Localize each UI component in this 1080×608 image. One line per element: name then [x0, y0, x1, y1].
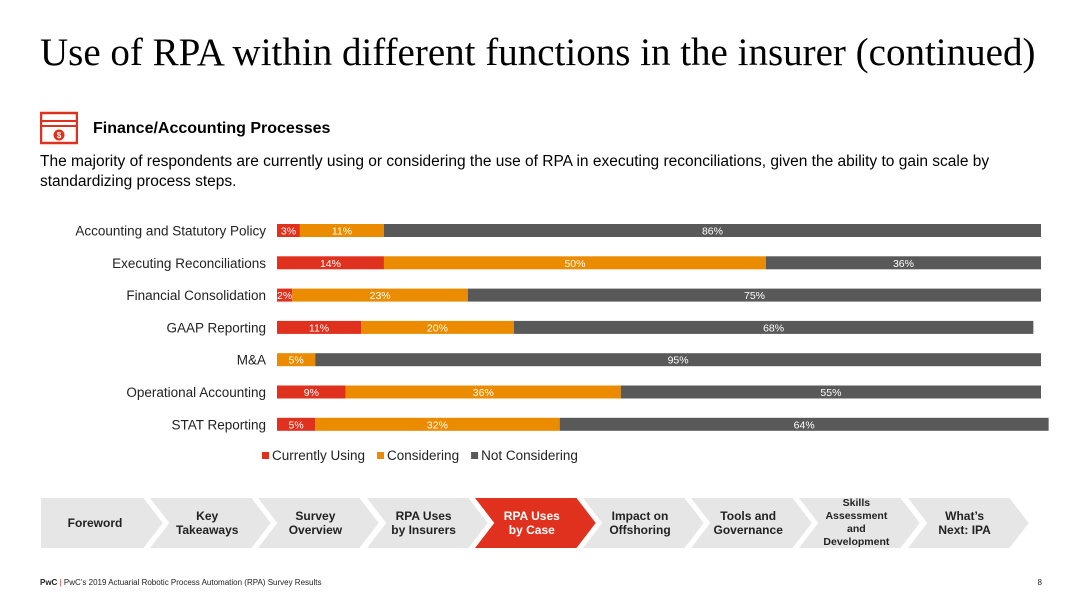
bar-segment — [765, 256, 1041, 270]
section-title: Finance/Accounting Processes — [93, 120, 331, 137]
legend-swatch — [377, 452, 385, 459]
legend-swatch — [471, 452, 479, 459]
legend-label: Considering — [387, 448, 459, 463]
category-label: Operational Accounting — [126, 385, 266, 400]
bar-segment — [277, 353, 316, 367]
page-title: Use of RPA within different functions in… — [40, 31, 1036, 74]
data-label: 64% — [794, 419, 815, 431]
data-label: 23% — [370, 290, 391, 302]
nav-step-impact-on-offshoring[interactable]: Impact on Offshoring — [581, 497, 705, 549]
nav-step-label: Survey Overview — [288, 509, 343, 537]
bar-segment — [277, 385, 346, 399]
nav-step-rpa-uses-by-case[interactable]: RPA Uses by Case — [472, 497, 597, 549]
category-label: M&A — [237, 353, 266, 368]
nav-step-foreword[interactable]: Foreword — [40, 497, 164, 549]
bar-segment — [292, 288, 468, 302]
money-bill-icon: $ — [40, 111, 78, 145]
data-label: 3% — [281, 226, 296, 238]
legend-swatch — [262, 452, 269, 459]
page-number: 8 — [1037, 578, 1042, 587]
data-label: 36% — [473, 387, 494, 399]
nav-step-skills-assessment-and-development[interactable]: Skills Assessment and Development — [797, 497, 922, 549]
data-label: 32% — [427, 419, 448, 431]
data-label: 50% — [564, 258, 585, 270]
data-label: 55% — [820, 387, 841, 399]
data-label: 75% — [744, 290, 765, 302]
bar-segment — [468, 288, 1041, 302]
data-label: 95% — [668, 355, 689, 367]
data-label: 11% — [309, 322, 329, 334]
data-label: 20% — [427, 322, 448, 334]
nav-step-tools-and-governance[interactable]: Tools and Governance — [689, 497, 814, 549]
bar-segment — [383, 224, 1042, 237]
data-label: 5% — [289, 355, 304, 367]
data-label: 68% — [763, 322, 784, 334]
nav-step-label: Impact on Offshoring — [609, 509, 671, 537]
nav-step-key-takeaways[interactable]: Key Takeaways — [148, 497, 273, 549]
bar-segment — [277, 417, 316, 431]
category-label: Financial Consolidation — [126, 288, 266, 303]
category-label: Executing Reconciliations — [112, 256, 266, 271]
footer-separator: | — [59, 578, 62, 587]
bar-segment — [277, 256, 384, 270]
bar-segment — [277, 288, 293, 302]
stacked-bar-chart: Accounting and Statutory Policy 3% 11% 86% E… — [75, 224, 1049, 463]
bar-segment — [513, 320, 1034, 334]
footer-text: PwC’s 2019 Actuarial Robotic Process Aut… — [63, 578, 322, 587]
data-label: 2% — [277, 290, 292, 302]
data-label: 5% — [289, 419, 304, 431]
nav-step-label: Skills Assessment and Development — [823, 497, 890, 548]
bar-segment — [315, 353, 1041, 367]
nav-step-survey-overview[interactable]: Survey Overview — [256, 497, 381, 549]
bar-segment — [383, 256, 766, 270]
bar-segment — [345, 385, 621, 399]
data-label: 11% — [332, 226, 352, 238]
category-label: GAAP Reporting — [166, 320, 266, 335]
category-label: STAT Reporting — [171, 417, 266, 432]
nav-step-label: Tools and Governance — [713, 509, 783, 537]
summary-text: The majority of respondents are currentl… — [40, 153, 990, 190]
nav-step-label: Key Takeaways — [175, 509, 239, 537]
nav-step-label: What’s Next: IPA — [938, 509, 991, 537]
data-label: 86% — [702, 226, 723, 238]
nav-step-label: Foreword — [67, 516, 123, 530]
legend-label: Currently Using — [272, 448, 365, 463]
nav-step-label: RPA Uses by Case — [503, 509, 560, 537]
data-label: 14% — [320, 258, 341, 270]
bar-segment — [361, 320, 514, 334]
footer: PwC | PwC’s 2019 Actuarial Robotic Proce… — [40, 578, 321, 587]
nav-step-rpa-uses-by-insurers[interactable]: RPA Uses by Insurers — [364, 497, 489, 549]
bar-segment — [299, 224, 384, 237]
bar-segment — [559, 417, 1049, 431]
bar-segment — [620, 385, 1041, 399]
nav-step-label: RPA Uses by Insurers — [391, 509, 456, 537]
legend-label: Not Considering — [481, 448, 578, 463]
nav-step-what-s-next-ipa[interactable]: What’s Next: IPA — [905, 497, 1030, 549]
section-navigation: Foreword Key Takeaways Survey Overview RPA … — [40, 497, 1040, 549]
category-label: Accounting and Statutory Policy — [75, 224, 266, 239]
data-label: 9% — [304, 387, 319, 399]
bar-segment — [277, 320, 362, 334]
data-label: 36% — [893, 258, 914, 270]
bar-segment — [315, 417, 560, 431]
svg-text:$: $ — [57, 131, 62, 140]
bar-segment — [277, 224, 300, 237]
footer-brand: PwC — [40, 578, 58, 587]
